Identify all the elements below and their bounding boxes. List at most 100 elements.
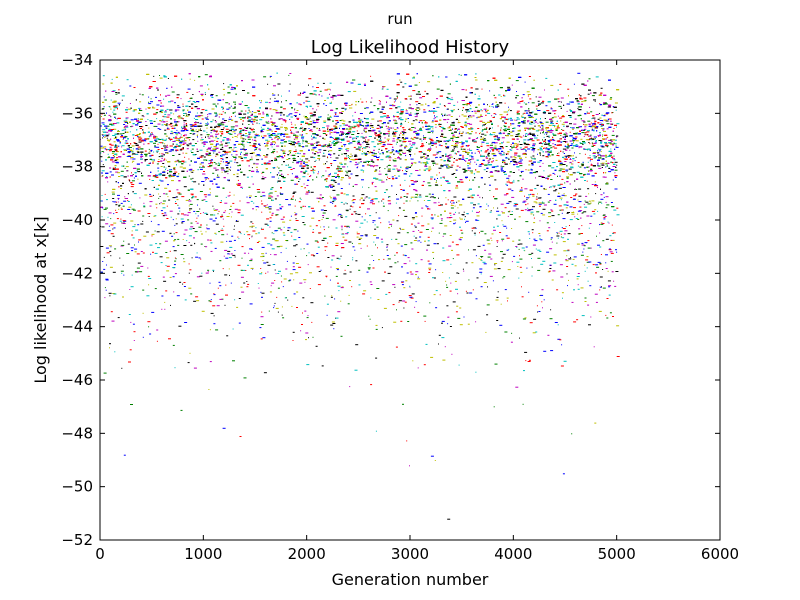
scatter-point xyxy=(325,170,327,172)
scatter-point xyxy=(170,133,174,135)
scatter-point xyxy=(255,163,259,165)
scatter-point xyxy=(430,110,434,112)
scatter-point xyxy=(305,100,308,102)
scatter-point xyxy=(125,111,128,113)
scatter-point xyxy=(378,126,381,128)
scatter-point xyxy=(546,135,549,137)
scatter-point xyxy=(156,104,160,106)
scatter-point xyxy=(188,143,192,145)
scatter-point xyxy=(279,170,283,172)
scatter-point xyxy=(206,131,208,133)
scatter-point xyxy=(510,188,512,190)
scatter-point xyxy=(393,119,396,121)
scatter-point xyxy=(516,118,520,120)
scatter-point xyxy=(432,132,434,134)
scatter-point xyxy=(211,128,215,130)
scatter-point xyxy=(527,139,530,141)
scatter-point xyxy=(597,150,598,152)
scatter-point xyxy=(249,145,252,147)
scatter-point xyxy=(424,157,427,159)
scatter-point xyxy=(538,96,542,98)
scatter-point xyxy=(545,132,548,134)
scatter-point xyxy=(375,165,379,167)
scatter-point xyxy=(557,115,559,117)
scatter-point xyxy=(215,113,218,115)
scatter-point xyxy=(573,83,575,85)
scatter-point xyxy=(414,196,418,198)
scatter-point xyxy=(299,128,302,130)
scatter-point xyxy=(112,90,116,92)
scatter-point xyxy=(525,169,527,171)
scatter-point xyxy=(365,101,367,103)
scatter-point xyxy=(371,141,375,143)
scatter-point xyxy=(117,145,120,147)
scatter-point xyxy=(113,201,117,203)
scatter-point xyxy=(113,128,117,130)
scatter-point xyxy=(277,83,281,85)
scatter-point xyxy=(456,201,458,203)
scatter-point xyxy=(159,172,162,174)
scatter-point xyxy=(245,110,247,112)
scatter-point xyxy=(248,170,251,172)
scatter-point xyxy=(616,126,617,128)
scatter-point xyxy=(505,157,509,159)
scatter-point xyxy=(461,89,465,91)
scatter-point xyxy=(600,163,602,165)
scatter-point xyxy=(317,158,321,159)
scatter-point xyxy=(148,127,150,129)
scatter-point xyxy=(220,122,224,124)
scatter-point xyxy=(544,177,546,179)
scatter-point xyxy=(203,141,207,143)
scatter-point xyxy=(221,143,223,145)
scatter-point xyxy=(481,143,483,145)
scatter-point xyxy=(580,142,583,144)
scatter-point xyxy=(423,111,427,113)
scatter-point xyxy=(163,98,165,100)
scatter-point xyxy=(511,159,514,161)
scatter-point xyxy=(414,189,417,191)
scatter-point xyxy=(221,214,223,216)
scatter-point xyxy=(314,134,318,136)
scatter-point xyxy=(514,143,517,145)
scatter-point xyxy=(405,167,407,169)
scatter-point xyxy=(447,140,450,142)
scatter-point xyxy=(168,175,172,176)
scatter-point xyxy=(101,170,105,172)
scatter-point xyxy=(208,163,212,165)
scatter-point xyxy=(354,184,358,186)
scatter-point xyxy=(318,149,322,151)
scatter-point xyxy=(333,153,336,155)
scatter-point xyxy=(402,152,404,154)
scatter-point xyxy=(520,162,523,164)
scatter-point xyxy=(540,176,544,177)
scatter-point xyxy=(222,111,224,113)
scatter-point xyxy=(167,114,171,116)
scatter-point xyxy=(272,109,276,111)
scatter-point xyxy=(266,143,268,145)
scatter-point xyxy=(367,151,369,152)
scatter-point xyxy=(136,120,140,122)
scatter-point xyxy=(524,142,526,143)
scatter-point xyxy=(116,157,118,159)
scatter-point xyxy=(288,74,290,76)
scatter-point xyxy=(368,162,369,163)
scatter-point xyxy=(533,151,535,153)
scatter-point xyxy=(433,118,435,120)
scatter-point xyxy=(460,135,463,137)
scatter-point xyxy=(107,181,109,183)
scatter-point xyxy=(578,147,580,149)
scatter-point xyxy=(101,175,103,177)
scatter-point xyxy=(261,128,265,130)
scatter-point xyxy=(256,159,260,161)
scatter-point xyxy=(212,172,215,174)
scatter-point xyxy=(379,167,380,169)
scatter-point xyxy=(413,162,417,164)
scatter-point xyxy=(322,175,325,177)
scatter-point xyxy=(591,118,593,120)
scatter-point xyxy=(158,156,161,158)
scatter-point xyxy=(176,94,180,96)
scatter-point xyxy=(249,127,252,129)
scatter-point xyxy=(341,107,345,109)
scatter-point xyxy=(516,145,519,147)
scatter-point xyxy=(160,166,163,167)
